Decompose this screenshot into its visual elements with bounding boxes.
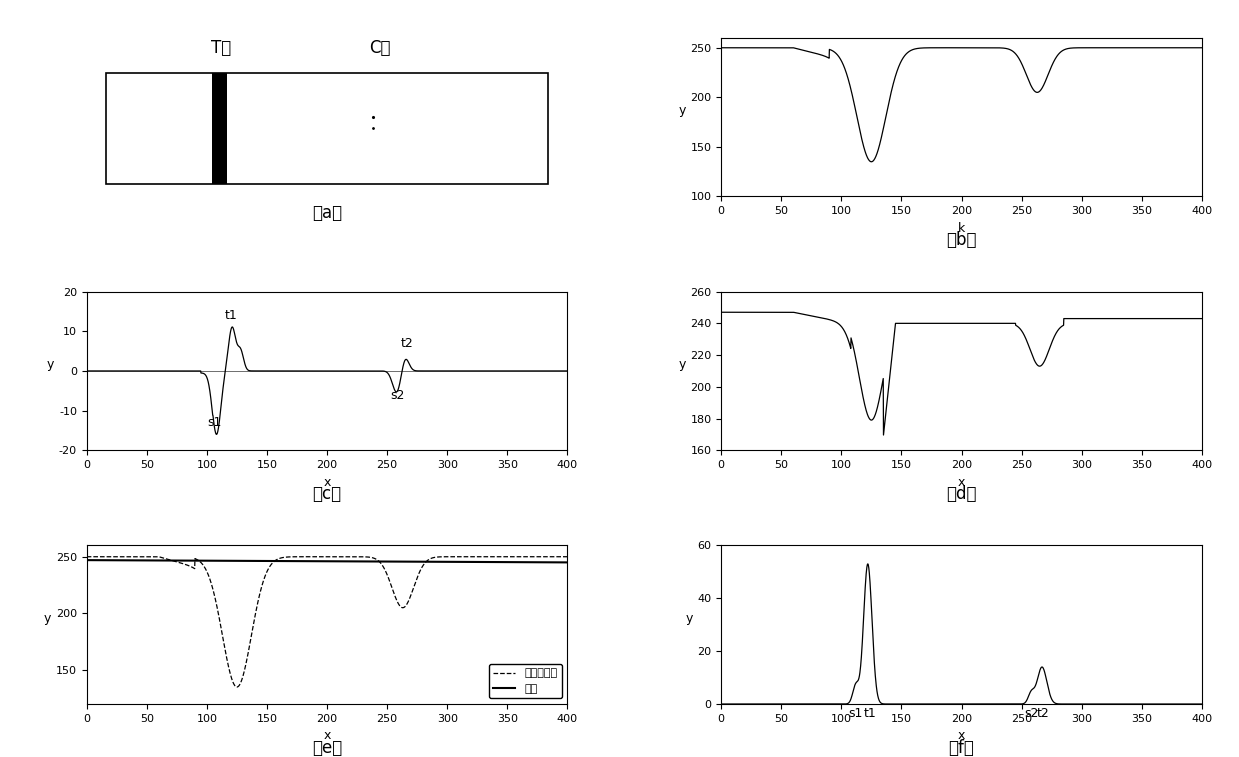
Y-axis label: y: y <box>678 358 685 371</box>
Line: 基线: 基线 <box>87 560 567 562</box>
Y-axis label: y: y <box>685 612 693 625</box>
X-axis label: x: x <box>958 729 965 743</box>
Bar <box>107 73 548 184</box>
Text: t1: t1 <box>224 310 238 322</box>
基线 <box>300 556 315 565</box>
维原始曲线 <box>301 552 316 561</box>
Bar <box>212 73 227 184</box>
基线 <box>313 556 328 565</box>
Text: T线: T线 <box>211 39 232 57</box>
Y-axis label: y: y <box>43 612 51 625</box>
维原始曲线 <box>546 552 561 561</box>
维原始曲线 <box>79 552 94 561</box>
X-axis label: x: x <box>323 729 331 743</box>
基线 <box>545 558 560 567</box>
维原始曲线 <box>560 552 575 561</box>
Y-axis label: y: y <box>678 104 685 117</box>
X-axis label: x: x <box>958 475 965 488</box>
基线 <box>560 558 575 567</box>
Text: （a）: （a） <box>312 204 342 223</box>
Text: （e）: （e） <box>312 739 342 757</box>
Line: 维原始曲线: 维原始曲线 <box>87 556 567 687</box>
Text: （c）: （c） <box>312 485 342 503</box>
维原始曲线 <box>546 552 561 561</box>
基线 <box>104 556 119 565</box>
Text: C线: C线 <box>369 39 390 57</box>
Text: （d）: （d） <box>947 485 976 503</box>
Text: t2: t2 <box>1037 707 1049 720</box>
Legend: 维原始曲线, 基线: 维原始曲线, 基线 <box>488 664 561 699</box>
Text: （b）: （b） <box>947 232 976 249</box>
Text: t2: t2 <box>401 337 414 350</box>
维原始曲线 <box>458 552 473 561</box>
Text: s1: s1 <box>207 416 222 429</box>
Text: t1: t1 <box>864 707 876 720</box>
X-axis label: x: x <box>323 475 331 488</box>
基线 <box>79 556 94 565</box>
维原始曲线 <box>229 683 244 692</box>
基线 <box>546 558 561 567</box>
Text: （f）: （f） <box>949 739 974 757</box>
Text: s1: s1 <box>849 707 862 720</box>
基线 <box>457 557 472 566</box>
X-axis label: k: k <box>958 222 965 235</box>
Y-axis label: y: y <box>47 358 55 371</box>
Text: s2: s2 <box>390 388 405 402</box>
维原始曲线 <box>313 552 328 561</box>
维原始曲线 <box>104 552 119 561</box>
Text: s2: s2 <box>1023 707 1038 720</box>
